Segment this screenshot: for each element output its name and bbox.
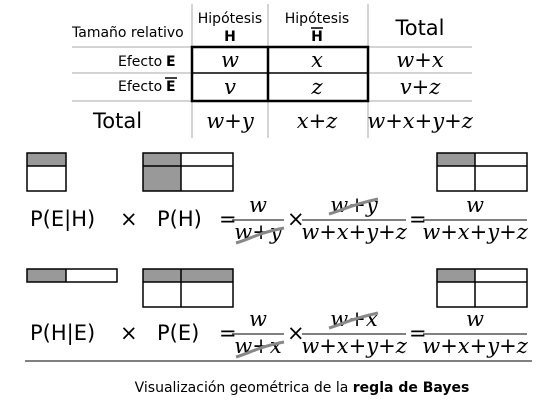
cell-e-total: w+x [396,48,444,72]
eq2-times: × [120,321,138,345]
shaded-cell [437,269,475,282]
shaded-cell [143,269,233,282]
icon-p-e [142,268,234,308]
eq1-f2-den: w+x+y+z [301,220,407,244]
shaded-cell [143,153,181,191]
eq1-f3-num: w [466,193,484,217]
row-total-label: Total [92,109,142,133]
row-e-label: Efecto [118,54,162,70]
equation-1: P(E|H) × P(H) = w w+y × w+y w+x+y+z = w … [30,193,529,245]
eq2-icons [26,268,528,308]
eq1-icons [26,152,528,192]
row-e-symbol: E [166,54,176,70]
eq2-times-2: × [287,321,305,345]
cell-total-h: w+y [206,109,255,133]
row-ebar-label: Efecto [118,79,162,95]
cell-e-hbar: x [311,48,323,72]
cancel-strike [328,311,379,330]
eq2-equals: = [219,321,237,345]
eq1-equals: = [219,207,237,231]
col-h-symbol: H [224,29,236,45]
shaded-cell [27,153,66,166]
row-ebar-symbol: E [166,79,176,95]
col-total-title: Total [394,16,444,40]
equation-2: P(H|E) × P(E) = w w+x × w+x w+x+y+z = w … [30,307,529,359]
eq2-f3-num: w [466,307,484,331]
caption-prefix: Visualización geométrica de la [135,380,349,396]
cell-ebar-h: v [224,75,236,99]
icon-p-h-given-e [26,268,118,283]
icon-p-e-given-h [26,152,67,192]
cell-ebar-total: v+z [400,75,441,99]
icon-result-1 [436,152,528,192]
eq2-f2-den: w+x+y+z [301,334,407,358]
eq1-times: × [120,207,138,231]
eq1-lhs-p2: P(H) [157,207,202,231]
eq1-times-2: × [287,207,305,231]
joint-box [190,45,370,103]
shaded-cell [437,153,475,166]
shaded-cell [27,269,66,282]
cancel-strike [235,340,285,359]
eq2-f3-den: w+x+y+z [422,334,528,358]
eq2-lhs-p1: P(H|E) [30,321,95,346]
cell-ebar-hbar: z [310,75,323,99]
eq2-equals-2: = [409,321,427,345]
cancel-strike [235,226,285,245]
cancel-strike [328,197,379,216]
col-hbar-symbol: H [311,29,323,45]
caption: Visualización geométrica de la regla de … [135,380,470,396]
eq1-lhs-p1: P(E|H) [30,207,95,232]
row-header-title: Tamaño relativo [71,25,184,41]
caption-bold: regla de Bayes [353,380,470,396]
eq2-f1-num: w [249,307,267,331]
cell-grand-total: w+x+y+z [367,109,473,133]
cell-total-hbar: x+z [297,109,338,133]
icon-p-h [142,152,234,192]
eq2-lhs-p2: P(E) [157,321,199,345]
eq1-equals-2: = [409,207,427,231]
col-hbar-title: Hipótesis [285,11,349,27]
icon-result-2 [436,268,528,308]
contingency-table: Tamaño relativo Hipótesis H Hipótesis H … [71,4,474,138]
col-h-title: Hipótesis [198,11,262,27]
eq1-f3-den: w+x+y+z [422,220,528,244]
eq1-f1-num: w [249,193,267,217]
cell-e-h: w [221,48,239,72]
